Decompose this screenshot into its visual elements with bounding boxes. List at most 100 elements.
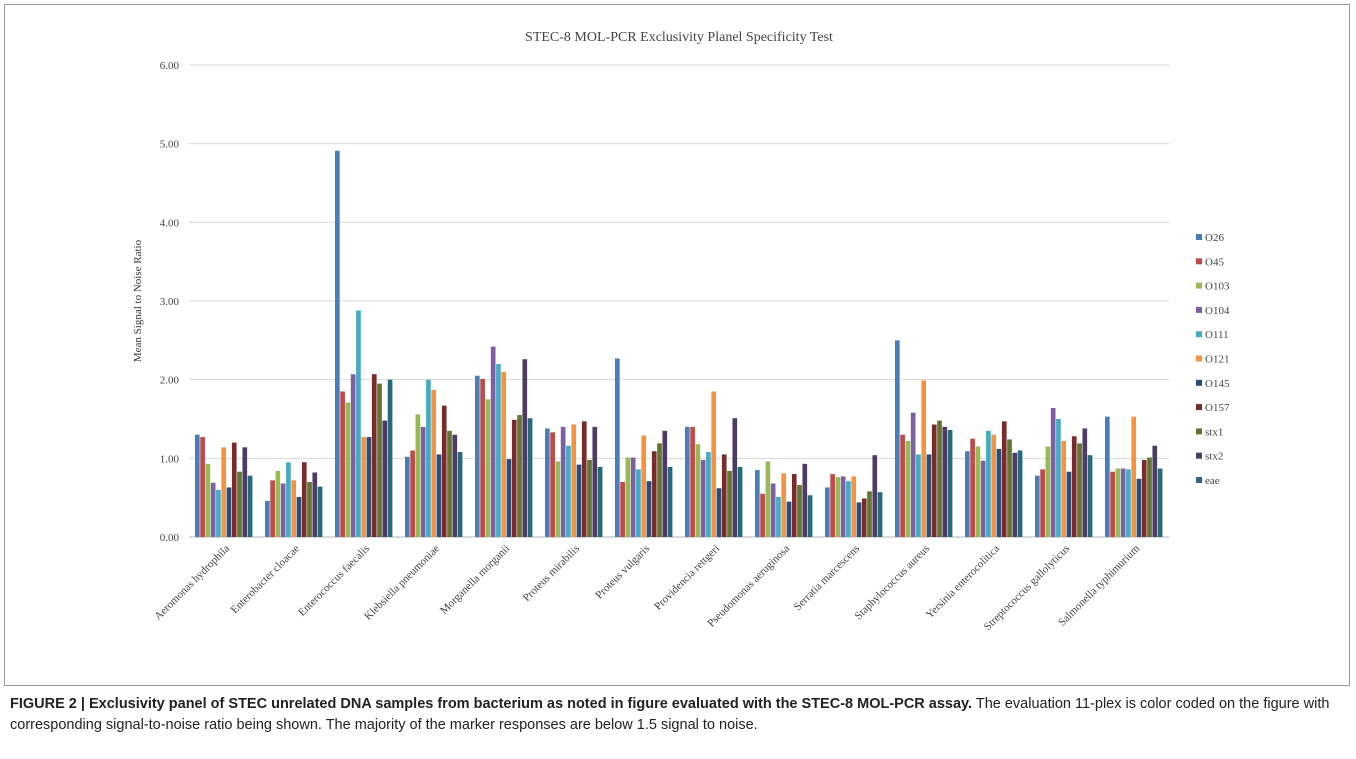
- bar-o26: [615, 358, 620, 537]
- bar-o104: [840, 476, 846, 537]
- legend-swatch: [1196, 282, 1202, 289]
- bar-stx1: [517, 415, 522, 537]
- legend-swatch: [1196, 452, 1202, 459]
- bar-o145: [926, 454, 932, 537]
- bar-o121: [571, 424, 577, 537]
- bar-stx2: [242, 447, 248, 537]
- x-category-label: Enterococcus faecalis: [296, 543, 372, 619]
- bar-o45: [1040, 469, 1045, 537]
- bar-o111: [986, 430, 991, 537]
- bar-o104: [420, 426, 426, 537]
- bar-o157: [651, 451, 657, 537]
- legend-swatch: [1196, 428, 1202, 435]
- bar-o121: [501, 371, 507, 537]
- bar-o104: [560, 426, 566, 537]
- y-tick-label: 1.00: [160, 453, 180, 465]
- bar-o145: [506, 459, 512, 537]
- y-tick-label: 3.00: [160, 296, 180, 308]
- y-tick-label: 2.00: [160, 375, 180, 387]
- bar-o104: [350, 374, 356, 537]
- legend-swatch: [1196, 258, 1202, 265]
- bar-o26: [265, 500, 270, 537]
- y-tick-label: 0.00: [160, 532, 180, 544]
- legend-label: O26: [1205, 232, 1224, 244]
- bar-o111: [426, 379, 431, 537]
- bar-o157: [861, 498, 867, 537]
- bar-o45: [410, 450, 415, 537]
- bar-stx2: [802, 463, 808, 537]
- legend-label: stx1: [1205, 426, 1223, 438]
- bar-o103: [695, 444, 701, 537]
- bar-stx1: [657, 443, 662, 537]
- caption-title: FIGURE 2 | Exclusivity panel of STEC unr…: [10, 696, 973, 712]
- bar-o111: [1126, 469, 1131, 537]
- bar-o26: [895, 340, 900, 537]
- bar-stx2: [382, 420, 388, 537]
- bar-o145: [1066, 471, 1072, 537]
- legend-swatch: [1196, 306, 1202, 313]
- bar-eae: [317, 486, 323, 537]
- bar-stx1: [237, 471, 242, 537]
- bar-o157: [581, 421, 587, 537]
- legend-label: O121: [1205, 354, 1229, 366]
- bar-stx1: [727, 470, 732, 537]
- bar-o157: [1001, 421, 1007, 537]
- x-category-label: Pseudomonas aeruginosa: [705, 543, 792, 630]
- legend-swatch: [1196, 331, 1202, 338]
- x-category-label: Morganella morganii: [438, 543, 512, 617]
- x-category-label: Staphylococcus aureus: [853, 543, 933, 623]
- bar-o26: [545, 428, 550, 537]
- bar-o111: [636, 469, 641, 537]
- x-category-label: Providencia rettgeri: [652, 543, 722, 613]
- bar-o111: [216, 489, 221, 537]
- bar-o145: [296, 496, 302, 537]
- bar-o45: [340, 391, 345, 537]
- bar-o104: [980, 460, 986, 537]
- bar-stx2: [312, 472, 318, 537]
- figure-caption: FIGURE 2 | Exclusivity panel of STEC unr…: [10, 694, 1346, 736]
- legend-label: O157: [1205, 402, 1230, 414]
- y-tick-label: 5.00: [160, 139, 180, 151]
- legend-label: O145: [1205, 378, 1230, 390]
- bar-o104: [210, 482, 216, 537]
- x-category-label: Klebsiella pneumoniae: [362, 543, 442, 623]
- bar-o26: [405, 456, 410, 537]
- bar-o104: [910, 412, 916, 537]
- bar-o26: [755, 470, 760, 537]
- bar-o26: [825, 487, 830, 537]
- bar-o104: [280, 483, 286, 537]
- bar-eae: [1157, 468, 1163, 537]
- bar-o157: [231, 442, 237, 537]
- bar-o103: [345, 402, 351, 537]
- chart-title: STEC-8 MOL-PCR Exclusivity Planel Specif…: [525, 30, 833, 45]
- bar-eae: [1087, 455, 1093, 537]
- bar-o104: [700, 459, 706, 537]
- bar-stx2: [662, 430, 668, 537]
- bar-o45: [900, 434, 905, 537]
- bar-stx2: [452, 434, 458, 537]
- bar-stx1: [307, 481, 312, 537]
- bar-o157: [1071, 436, 1077, 537]
- bar-o103: [555, 461, 561, 537]
- bar-stx2: [942, 426, 948, 537]
- bar-o103: [975, 446, 981, 537]
- bar-eae: [457, 452, 463, 537]
- bar-o145: [1136, 478, 1142, 537]
- bar-stx2: [1012, 452, 1018, 537]
- bar-o45: [970, 438, 975, 537]
- bar-stx2: [1082, 428, 1088, 537]
- bar-o157: [511, 419, 517, 537]
- bar-o104: [1120, 468, 1126, 537]
- bar-o26: [475, 375, 480, 537]
- bar-o121: [221, 447, 227, 537]
- bar-o45: [480, 378, 485, 537]
- caption-body: The evaluation 11-plex is color coded on…: [10, 696, 1330, 733]
- bar-o121: [991, 434, 997, 537]
- y-tick-label: 4.00: [160, 217, 180, 229]
- bar-stx2: [872, 455, 878, 537]
- bar-o121: [921, 380, 927, 537]
- x-category-label: Enterobacter cloacae: [229, 543, 303, 617]
- bar-o111: [286, 462, 291, 537]
- bar-stx1: [867, 491, 872, 537]
- bar-o45: [270, 480, 275, 537]
